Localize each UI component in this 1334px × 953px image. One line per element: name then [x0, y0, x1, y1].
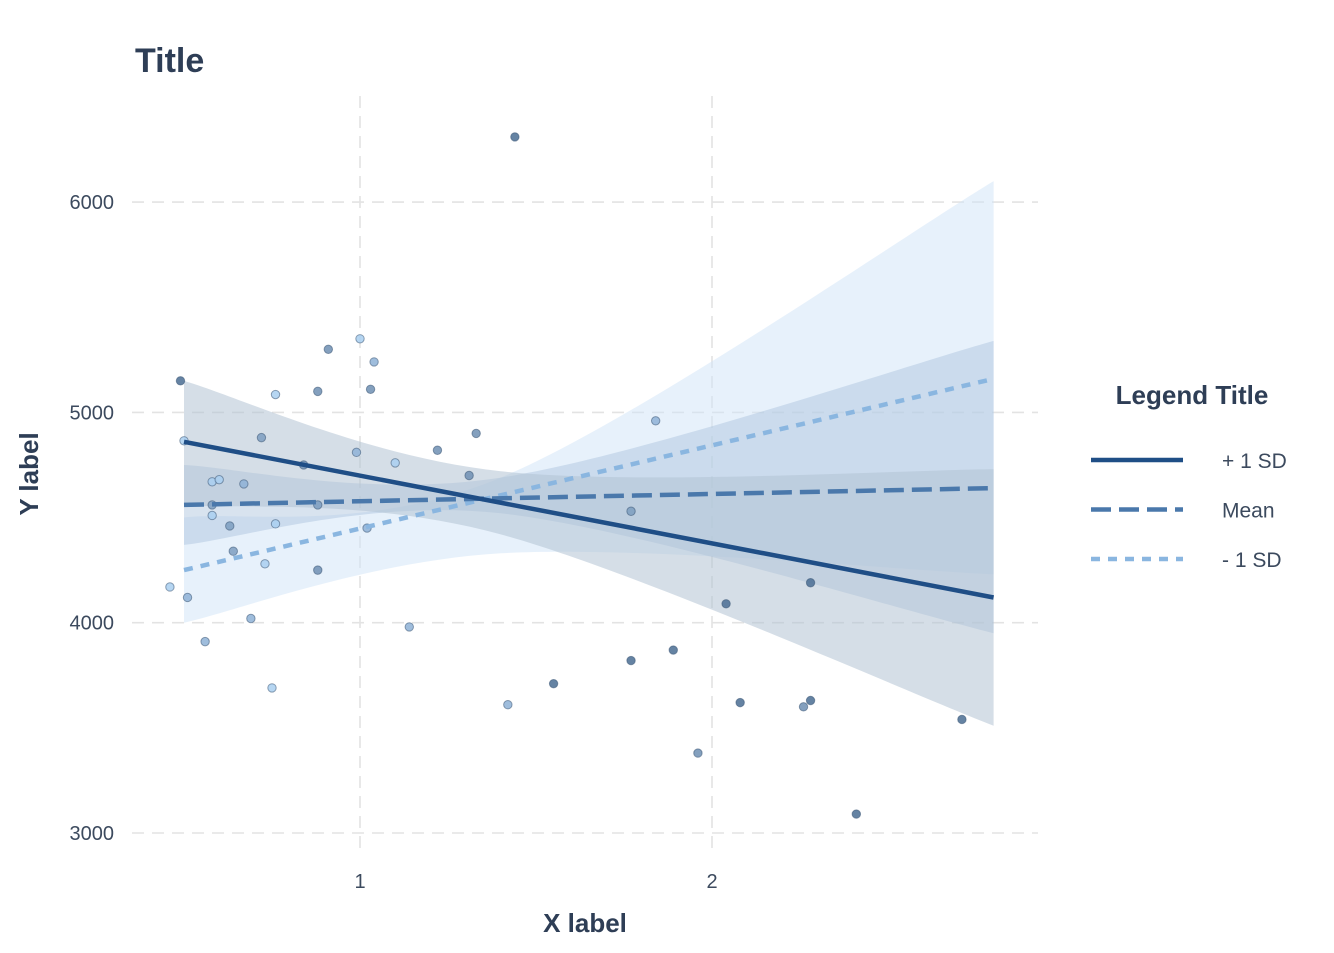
data-point: [805, 695, 816, 706]
data-point: [805, 578, 816, 588]
series-line: [183, 376, 995, 573]
data-point: [464, 470, 474, 481]
data-point: [404, 622, 414, 632]
data-point: [246, 613, 256, 624]
data-point: [313, 386, 323, 397]
data-point: [626, 506, 636, 516]
data-point: [313, 565, 323, 575]
y-tick-label: 4000: [70, 613, 115, 635]
data-point: [626, 655, 636, 666]
data-point: [323, 344, 334, 355]
y-tick-label: 5000: [70, 402, 115, 424]
x-tick-label: 2: [706, 871, 717, 893]
data-point: [432, 445, 443, 455]
data-point: [267, 683, 277, 693]
data-point: [668, 645, 678, 655]
data-point: [365, 384, 376, 394]
data-point: [182, 592, 193, 603]
data-point: [175, 376, 186, 386]
confidence-ribbon: [184, 380, 994, 726]
data-point: [650, 416, 661, 426]
y-axis-title: Y label: [14, 432, 44, 515]
data-point: [390, 458, 400, 468]
grid: [132, 96, 1038, 852]
data-point: [721, 599, 731, 609]
data-point: [165, 582, 175, 592]
data-point: [270, 519, 281, 529]
data-point: [228, 546, 238, 556]
data-point: [256, 432, 267, 443]
data-point: [957, 714, 967, 725]
series-line: [183, 485, 994, 508]
data-point: [798, 702, 809, 712]
data-point: [214, 474, 224, 485]
data-point: [200, 636, 210, 647]
data-point: [548, 678, 559, 689]
chart-title: Title: [135, 42, 204, 80]
data-point: [260, 559, 270, 569]
y-tick-label: 6000: [70, 192, 115, 214]
data-point: [351, 447, 362, 458]
data-point: [510, 132, 520, 142]
data-point: [471, 428, 481, 439]
data-point: [851, 809, 862, 819]
legend-label: - 1 SD: [1222, 549, 1282, 572]
data-point: [207, 510, 217, 521]
data-point: [735, 697, 745, 708]
x-axis-title: X label: [543, 908, 627, 938]
data-point: [270, 389, 281, 400]
data-point: [693, 748, 703, 758]
data-point: [369, 357, 379, 367]
y-tick-label: 3000: [70, 823, 115, 845]
data-point: [503, 700, 513, 710]
data-point: [225, 521, 235, 531]
data-point: [355, 334, 365, 344]
series-line: [183, 439, 995, 600]
x-tick-label: 1: [354, 871, 365, 893]
legend-title: Legend Title: [1116, 380, 1269, 410]
legend-label: Mean: [1222, 500, 1275, 523]
confidence-ribbons: [184, 181, 994, 726]
regression-lines: [183, 376, 995, 600]
data-point: [239, 479, 249, 489]
legend-label: + 1 SD: [1222, 450, 1287, 473]
legend-items: + 1 SD Mean - 1 SD: [1091, 450, 1287, 572]
data-points: [165, 132, 967, 819]
axis-ticks: 3000 4000 5000 6000 1 2: [70, 192, 718, 893]
legend: Legend Title + 1 SD Mean - 1 SD: [1091, 380, 1287, 572]
